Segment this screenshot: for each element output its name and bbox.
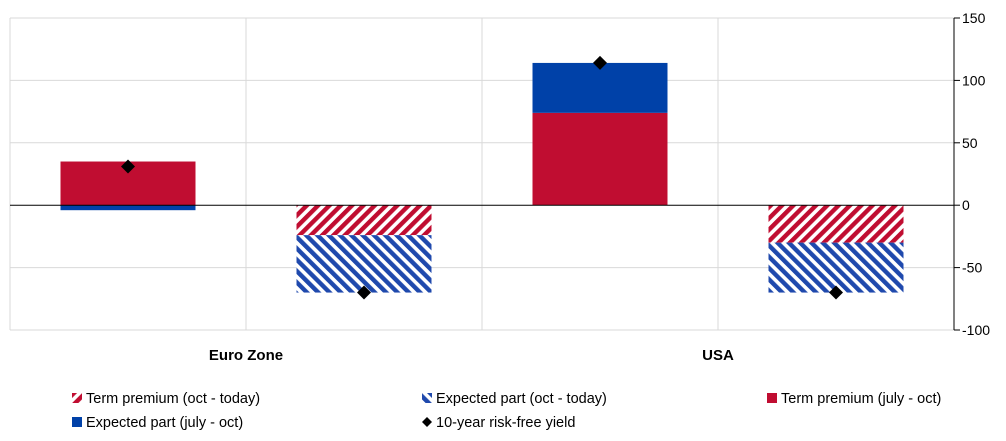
bar-term-premium-oct-today [768, 205, 904, 243]
legend-label: 10-year risk-free yield [436, 415, 575, 431]
y-tick-label: 100 [962, 72, 986, 88]
axes: -100 -50 0 50 100 150 [10, 10, 990, 338]
yield-marker [357, 285, 371, 300]
legend-label: Term premium (oct - today) [86, 391, 260, 407]
bar-expected-part-july-oct [532, 62, 668, 113]
yield-marker [121, 159, 135, 174]
legend-label: Term premium (july - oct) [781, 391, 941, 407]
legend-swatch [422, 393, 432, 403]
bar-term-premium-july-oct [532, 112, 668, 206]
legend-swatch [72, 417, 82, 427]
bar-expected-part-oct-today [296, 235, 432, 293]
category-label: USA [702, 347, 734, 364]
legend-label: Expected part (july - oct) [86, 415, 243, 431]
y-tick-label: 50 [962, 135, 978, 151]
bar-expected-part-july-oct [60, 205, 196, 211]
legend-swatch-diamond [422, 417, 432, 427]
category-label: Euro Zone [209, 347, 283, 364]
bars [60, 62, 904, 293]
y-tick-label: -100 [962, 322, 990, 338]
yield-marker [593, 55, 607, 70]
grid [9, 17, 954, 331]
labels: Euro Zone USA [209, 347, 734, 364]
yield-markers [121, 55, 843, 300]
y-tick-label: 150 [962, 10, 986, 26]
legend-swatch [72, 393, 82, 403]
yield-marker [829, 285, 843, 300]
legend-label: Expected part (oct - today) [436, 391, 607, 407]
legend-swatch [767, 393, 777, 403]
y-tick-label: -50 [962, 260, 982, 276]
bar-term-premium-oct-today [296, 205, 432, 236]
y-tick-label: 0 [962, 197, 970, 213]
legend: Term premium (oct - today) Expected part … [72, 391, 941, 431]
bar-expected-part-oct-today [768, 242, 904, 293]
